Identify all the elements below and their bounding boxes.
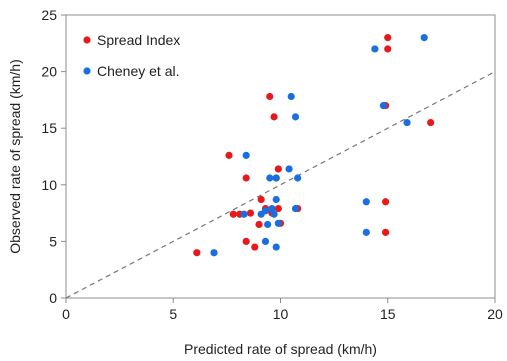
reference-line: [65, 71, 496, 299]
data-points: [193, 34, 435, 257]
point-spread-index: [229, 210, 237, 218]
legend-label: Cheney et al.: [97, 63, 180, 79]
point-cheney-et-al: [261, 207, 270, 215]
x-tick-label: 5: [169, 306, 177, 322]
point-spread-index: [246, 209, 255, 217]
x-tick-label: 10: [273, 306, 289, 322]
tick-labels: 0 5 10 15 20 0 5 10 15 20 25: [41, 7, 503, 322]
point-cheney-et-al: [371, 45, 379, 53]
legend-marker: [83, 67, 91, 75]
y-tick-label: 0: [49, 290, 57, 306]
axes: [61, 14, 496, 303]
y-tick-label: 10: [41, 177, 57, 193]
plot-frame: [65, 14, 496, 299]
x-tick-label: 15: [380, 306, 396, 322]
y-tick-label: 25: [41, 7, 57, 23]
legend: Spread Index Cheney et al.: [83, 32, 180, 79]
reference-line-group: [65, 71, 496, 299]
point-spread-index: [251, 243, 259, 251]
point-cheney-et-al: [285, 165, 293, 173]
point-cheney-et-al: [287, 92, 295, 101]
y-tick-label: 15: [41, 120, 57, 136]
point-spread-index: [274, 165, 282, 173]
point-spread-index: [242, 237, 250, 245]
legend-label: Spread Index: [97, 32, 180, 48]
point-cheney-et-al: [264, 220, 272, 229]
point-cheney-et-al: [291, 113, 300, 121]
plot-area: [65, 14, 496, 299]
point-spread-index: [257, 195, 265, 204]
point-spread-index: [382, 198, 390, 206]
point-spread-index: [242, 174, 250, 182]
point-cheney-et-al: [379, 101, 388, 110]
point-spread-index: [266, 92, 274, 101]
point-spread-index: [255, 220, 263, 229]
point-spread-index: [270, 113, 278, 121]
point-cheney-et-al: [266, 174, 274, 182]
x-tick-label: 0: [62, 306, 70, 322]
point-cheney-et-al: [240, 210, 248, 218]
point-spread-index: [384, 34, 392, 42]
point-cheney-et-al: [274, 219, 282, 227]
y-tick-label: 5: [49, 233, 57, 249]
point-cheney-et-al: [291, 204, 300, 213]
point-cheney-et-al: [261, 237, 270, 245]
point-cheney-et-al: [270, 210, 278, 218]
point-cheney-et-al: [362, 228, 370, 236]
legend-marker: [83, 36, 91, 44]
x-tick-label: 20: [487, 306, 503, 322]
y-axis-title: Observed rate of spread (km/h): [7, 59, 23, 254]
point-cheney-et-al: [210, 249, 218, 257]
point-cheney-et-al: [403, 118, 411, 127]
point-spread-index: [382, 228, 390, 236]
point-cheney-et-al: [272, 195, 280, 204]
point-cheney-et-al: [420, 34, 428, 42]
y-tick-label: 20: [41, 64, 57, 80]
point-spread-index: [193, 249, 201, 257]
point-spread-index: [384, 45, 392, 53]
x-axis-title: Predicted rate of spread (km/h): [184, 341, 377, 357]
point-cheney-et-al: [294, 174, 302, 182]
point-cheney-et-al: [242, 151, 250, 159]
point-spread-index: [427, 118, 435, 127]
point-cheney-et-al: [272, 174, 280, 182]
point-spread-index: [225, 151, 233, 159]
point-cheney-et-al: [268, 204, 276, 213]
point-cheney-et-al: [362, 198, 370, 206]
point-spread-index: [274, 204, 282, 213]
point-cheney-et-al: [272, 243, 280, 251]
